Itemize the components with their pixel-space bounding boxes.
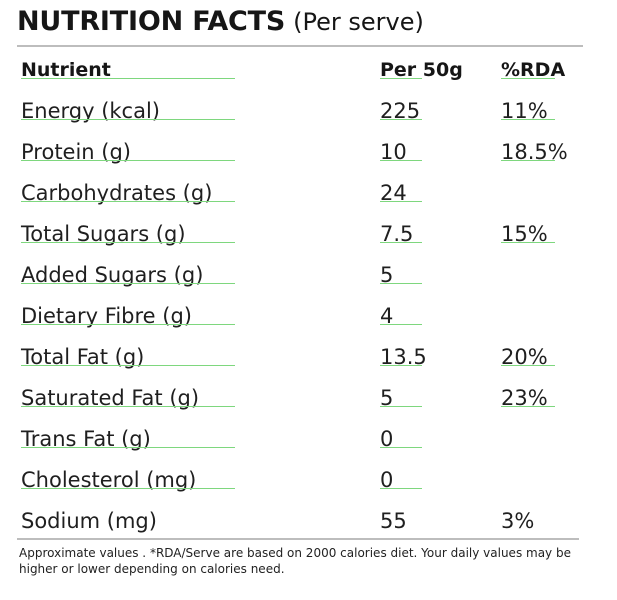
nutrient-label: Saturated Fat (g) bbox=[21, 386, 200, 410]
row-underline bbox=[21, 160, 235, 161]
header-nutrient: Nutrient bbox=[21, 59, 111, 81]
row-underline bbox=[501, 160, 555, 161]
row-underline bbox=[501, 406, 555, 407]
row-underline bbox=[380, 242, 422, 243]
table-row: Energy (kcal) 225 11% bbox=[21, 95, 581, 136]
row-underline bbox=[21, 488, 235, 489]
table-row: Cholesterol (mg) 0 bbox=[21, 464, 581, 505]
nutrient-label: Total Fat (g) bbox=[21, 345, 145, 369]
row-underline bbox=[380, 160, 422, 161]
table-row: Added Sugars (g) 5 bbox=[21, 259, 581, 300]
table-row: Total Sugars (g) 7.5 15% bbox=[21, 218, 581, 259]
row-underline bbox=[380, 324, 422, 325]
row-underline bbox=[501, 78, 555, 79]
page-title: NUTRITION FACTS bbox=[17, 6, 286, 37]
row-underline bbox=[21, 365, 235, 366]
per-50g-value: 5 bbox=[380, 263, 394, 287]
row-underline bbox=[380, 201, 422, 202]
rda-value: 3% bbox=[501, 509, 535, 533]
row-underline bbox=[380, 406, 422, 407]
nutrient-label: Sodium (mg) bbox=[21, 509, 157, 533]
row-underline bbox=[501, 242, 555, 243]
title-row: NUTRITION FACTS (Per serve) bbox=[17, 4, 424, 43]
row-underline bbox=[501, 119, 555, 120]
nutrient-label: Protein (g) bbox=[21, 140, 132, 164]
per-50g-value: 225 bbox=[380, 99, 421, 123]
rda-value: 15% bbox=[501, 222, 548, 246]
per-50g-value: 0 bbox=[380, 468, 394, 492]
nutrition-table: Nutrient Per 50g %RDA Energy (kcal) 225 … bbox=[21, 54, 581, 546]
nutrient-label: Trans Fat (g) bbox=[21, 427, 151, 451]
top-divider bbox=[17, 45, 583, 47]
row-underline bbox=[380, 365, 422, 366]
table-row: Dietary Fibre (g) 4 bbox=[21, 300, 581, 341]
bottom-divider bbox=[17, 538, 579, 540]
rda-value: 20% bbox=[501, 345, 548, 369]
row-underline bbox=[21, 447, 235, 448]
per-50g-value: 4 bbox=[380, 304, 394, 328]
row-underline bbox=[380, 119, 422, 120]
nutrient-label: Carbohydrates (g) bbox=[21, 181, 213, 205]
row-underline bbox=[21, 242, 235, 243]
per-50g-value: 10 bbox=[380, 140, 407, 164]
nutrient-label: Cholesterol (mg) bbox=[21, 468, 197, 492]
row-underline bbox=[380, 283, 422, 284]
table-header-row: Nutrient Per 50g %RDA bbox=[21, 54, 581, 95]
row-underline bbox=[21, 78, 235, 79]
row-underline bbox=[21, 283, 235, 284]
table-row: Trans Fat (g) 0 bbox=[21, 423, 581, 464]
footnote: Approximate values . *RDA/Serve are base… bbox=[19, 546, 571, 576]
table-row: Sodium (mg) 55 3% bbox=[21, 505, 581, 546]
per-50g-value: 13.5 bbox=[380, 345, 427, 369]
row-underline bbox=[21, 406, 235, 407]
table-row: Total Fat (g) 13.5 20% bbox=[21, 341, 581, 382]
row-underline bbox=[501, 365, 555, 366]
row-underline bbox=[380, 488, 422, 489]
header-per-50g: Per 50g bbox=[380, 59, 463, 81]
per-50g-value: 7.5 bbox=[380, 222, 414, 246]
per-50g-value: 0 bbox=[380, 427, 394, 451]
rda-value: 23% bbox=[501, 386, 548, 410]
header-rda: %RDA bbox=[501, 59, 566, 81]
table-row: Protein (g) 10 18.5% bbox=[21, 136, 581, 177]
row-underline bbox=[380, 447, 422, 448]
nutrient-label: Total Sugars (g) bbox=[21, 222, 186, 246]
row-underline bbox=[21, 324, 235, 325]
nutrient-label: Energy (kcal) bbox=[21, 99, 160, 123]
per-50g-value: 55 bbox=[380, 509, 407, 533]
row-underline bbox=[21, 201, 235, 202]
rda-value: 11% bbox=[501, 99, 548, 123]
nutrient-label: Dietary Fibre (g) bbox=[21, 304, 192, 328]
rda-value: 18.5% bbox=[501, 140, 568, 164]
row-underline bbox=[380, 78, 422, 79]
row-underline bbox=[21, 119, 235, 120]
table-row: Carbohydrates (g) 24 bbox=[21, 177, 581, 218]
table-row: Saturated Fat (g) 5 23% bbox=[21, 382, 581, 423]
per-50g-value: 5 bbox=[380, 386, 394, 410]
per-50g-value: 24 bbox=[380, 181, 407, 205]
page-subtitle: (Per serve) bbox=[293, 8, 424, 36]
nutrient-label: Added Sugars (g) bbox=[21, 263, 204, 287]
